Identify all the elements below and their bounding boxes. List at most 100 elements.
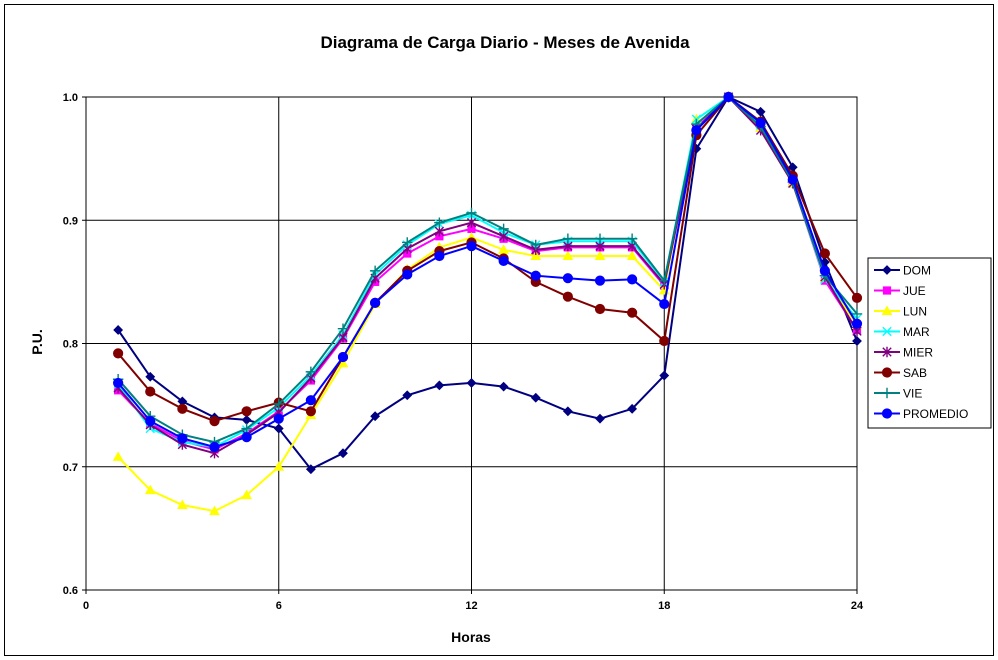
point-vie	[594, 233, 606, 244]
line-promedio	[117, 95, 858, 449]
point-lun	[112, 451, 124, 461]
series-vie	[112, 91, 863, 448]
y-tick-label: 1.0	[63, 92, 78, 104]
point-promedio	[113, 377, 124, 389]
x-tick-label: 0	[83, 600, 89, 612]
point-promedio	[723, 91, 734, 103]
legend-label-jue: JUE	[903, 284, 926, 298]
point-dom	[498, 381, 509, 392]
legend-label-sab: SAB	[903, 366, 927, 380]
point-sab	[562, 291, 573, 302]
point-dom	[659, 370, 670, 381]
x-tick-label: 12	[465, 600, 477, 612]
point-promedio	[434, 250, 445, 262]
x-axis-label: Horas	[451, 629, 491, 645]
point-sab	[627, 307, 638, 318]
line-mar	[117, 95, 858, 449]
point-promedio	[594, 275, 606, 286]
legend-marker-mier	[882, 346, 892, 358]
point-sab	[145, 386, 156, 397]
legend-marker-promedio	[881, 408, 893, 419]
point-promedio	[209, 441, 220, 453]
point-lun	[530, 250, 542, 260]
point-promedio	[562, 273, 573, 284]
point-promedio	[177, 433, 188, 444]
point-dom	[370, 411, 381, 422]
series-mar	[113, 92, 862, 452]
point-dom	[305, 464, 316, 475]
point-vie	[337, 323, 349, 334]
line-dom	[117, 95, 858, 471]
legend: DOM JUE LUN MAR MIER SAB VIE PROMEDIO	[867, 257, 992, 429]
x-tick-label: 6	[276, 600, 282, 612]
point-lun	[144, 484, 156, 495]
point-lun	[498, 244, 509, 254]
point-promedio	[145, 416, 156, 427]
point-sab	[594, 303, 606, 315]
point-promedio	[627, 274, 638, 285]
point-dom	[241, 415, 252, 425]
line-lun	[117, 95, 858, 513]
point-vie	[402, 237, 413, 248]
point-lun	[626, 250, 638, 260]
line-sab	[117, 95, 858, 423]
point-dom	[338, 448, 348, 459]
point-dom	[434, 380, 445, 391]
x-tick-label: 18	[658, 600, 670, 612]
point-promedio	[466, 241, 477, 252]
point-promedio	[819, 265, 830, 276]
point-vie	[851, 308, 863, 320]
point-promedio	[755, 117, 766, 128]
point-lun	[562, 250, 574, 260]
point-lun	[594, 250, 606, 260]
point-dom	[113, 325, 124, 335]
point-vie	[498, 223, 509, 235]
point-vie	[241, 423, 252, 434]
legend-marker-lun	[881, 305, 893, 315]
x-tick-label: 24	[851, 600, 864, 612]
legend-marker-jue	[882, 286, 892, 295]
point-vie	[369, 265, 381, 276]
point-vie	[273, 398, 284, 410]
legend-box	[867, 257, 992, 429]
point-promedio	[305, 395, 316, 406]
point-dom	[755, 106, 766, 117]
point-promedio	[402, 269, 413, 280]
legend-marker-dom	[882, 265, 892, 275]
point-promedio	[498, 255, 509, 267]
point-lun	[209, 505, 220, 516]
y-tick-label: 0.7	[63, 462, 78, 474]
point-dom	[402, 390, 413, 401]
line-mier	[117, 95, 858, 455]
point-dom	[273, 423, 284, 434]
point-promedio	[241, 432, 252, 443]
point-dom	[145, 371, 156, 382]
series-jue	[114, 92, 862, 454]
point-dom	[466, 378, 477, 388]
point-lun	[241, 489, 252, 500]
line-jue	[117, 95, 858, 451]
point-vie	[434, 217, 445, 228]
point-promedio	[659, 298, 670, 310]
point-sab	[177, 403, 188, 414]
legend-label-lun: LUN	[903, 305, 927, 319]
point-vie	[530, 239, 541, 251]
grid-lines	[82, 96, 858, 594]
line-vie	[117, 95, 858, 444]
point-dom	[562, 406, 573, 417]
series-lun	[112, 91, 863, 516]
y-tick-label: 0.8	[63, 339, 78, 351]
point-sab	[305, 406, 316, 417]
point-sab	[209, 416, 220, 427]
point-dom	[595, 413, 605, 424]
series-sab	[113, 91, 863, 427]
point-sab	[659, 335, 670, 347]
point-lun	[273, 461, 285, 471]
legend-marker-sab	[881, 367, 893, 378]
legend-marker-mar	[882, 326, 892, 337]
point-lun	[177, 499, 188, 509]
point-vie	[466, 207, 477, 219]
point-sab	[851, 292, 863, 303]
point-promedio	[530, 270, 541, 281]
chart-frame	[4, 4, 994, 656]
